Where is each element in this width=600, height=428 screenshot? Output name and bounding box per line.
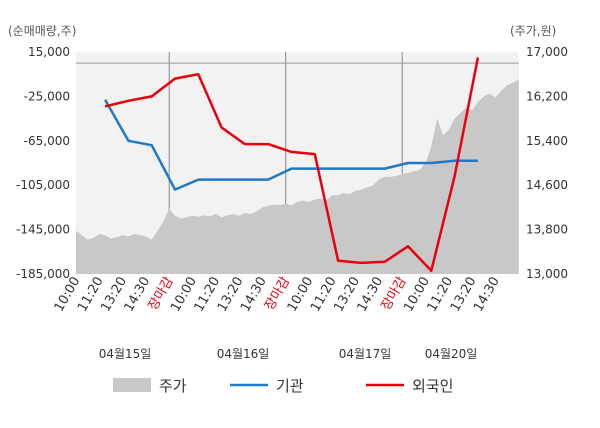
right-tick-label: 14,600 xyxy=(526,178,568,192)
right-tick-label: 15,400 xyxy=(526,134,568,148)
left-tick-label: -25,000 xyxy=(24,89,70,103)
left-axis-ticks: 15,000 -25,000 -65,000 -105,000 -145,000 -185… xyxy=(16,45,70,281)
right-axis-ticks: 17,000 16,200 15,400 14,600 13,800 13,000 xyxy=(526,45,568,281)
left-tick-label: -185,000 xyxy=(16,267,70,281)
date-label: 04월15일 xyxy=(99,347,152,361)
left-tick-label: 15,000 xyxy=(28,45,70,59)
legend-item: 주가 xyxy=(113,377,187,395)
right-tick-label: 17,000 xyxy=(526,45,568,59)
right-axis-unit: (주가,원) xyxy=(510,24,556,38)
legend-label: 주가 xyxy=(159,377,187,395)
left-axis-unit: (순매매량,주) xyxy=(8,24,76,38)
legend-label: 외국인 xyxy=(412,377,453,395)
x-axis-ticks: 10:0011:2013:2014:30장마감10:0011:2013:2014… xyxy=(52,274,503,314)
right-tick-label: 16,200 xyxy=(526,89,568,103)
date-label: 04월16일 xyxy=(217,347,270,361)
legend-item: 외국인 xyxy=(366,377,453,395)
date-label: 04월20일 xyxy=(425,347,478,361)
legend: 주가 기관 외국인 xyxy=(113,377,453,395)
left-tick-label: -105,000 xyxy=(16,178,70,192)
left-tick-label: -65,000 xyxy=(24,134,70,148)
price-area-layer xyxy=(76,79,519,274)
left-tick-label: -145,000 xyxy=(16,223,70,237)
right-tick-label: 13,000 xyxy=(526,267,568,281)
legend-swatch xyxy=(113,378,151,392)
series-area-주가 xyxy=(76,79,519,274)
date-labels: 04월15일 04월16일 04월17일 04월20일 xyxy=(99,347,478,361)
legend-item: 기관 xyxy=(230,377,304,395)
flow-lines-layer xyxy=(104,57,480,272)
legend-label: 기관 xyxy=(276,377,304,395)
right-tick-label: 13,800 xyxy=(526,223,568,237)
date-label: 04월17일 xyxy=(339,347,392,361)
